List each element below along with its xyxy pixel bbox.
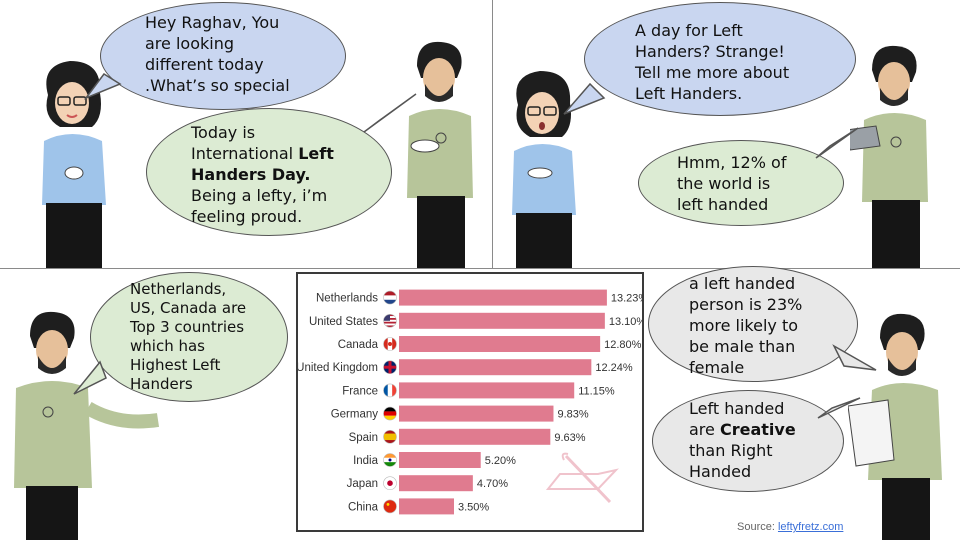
horizontal-divider <box>0 268 960 269</box>
value-label: 12.24% <box>595 362 633 374</box>
speech-bubble-bottom <box>652 390 844 492</box>
speech-bubble-top <box>648 266 858 382</box>
bubble-tail <box>73 360 107 395</box>
bubble-text-man: Today is International Left Handers Day.… <box>191 123 334 226</box>
bubble-tail <box>817 397 861 419</box>
value-label: 9.63% <box>554 432 585 444</box>
category-label: China <box>348 501 379 513</box>
bubble-text-man: Netherlands, US, Canada are Top 3 countr… <box>130 280 247 393</box>
category-label: Spain <box>349 432 378 444</box>
spain-flag-icon <box>383 430 397 444</box>
bubble-text-bottom: Left handed are Creative than Right Hand… <box>689 399 796 481</box>
bar <box>399 336 601 352</box>
speech-bubble-woman <box>584 2 856 116</box>
bubble-tail <box>363 93 417 133</box>
left-handers-by-country-chart: Netherlands 13.23% United States 13.10% Cana… <box>296 272 644 532</box>
speech-bubble-woman <box>100 2 346 110</box>
canada-flag-icon <box>383 337 397 351</box>
man-figure <box>848 313 942 540</box>
value-label: 5.20% <box>485 455 516 467</box>
bar-chart-svg: Netherlands 13.23% United States 13.10% Cana… <box>298 289 642 515</box>
vertical-divider <box>492 0 493 268</box>
value-label: 4.70% <box>477 478 508 490</box>
bar <box>399 359 592 376</box>
category-label: India <box>353 455 379 467</box>
value-label: 13.10% <box>609 316 642 328</box>
bar <box>399 382 575 399</box>
value-label: 13.23% <box>611 293 642 305</box>
bubble-text-top: a left handed person is 23% more likely … <box>689 274 803 377</box>
man-figure <box>850 45 928 268</box>
source-label: Source: <box>737 521 778 533</box>
category-label: United States <box>309 316 378 328</box>
germany-flag-icon <box>383 406 397 421</box>
bubble-text-woman: A day for Left Handers? Strange! Tell me… <box>635 21 790 103</box>
bubble-tail <box>832 344 877 371</box>
value-label: 9.83% <box>557 409 588 421</box>
source-link[interactable]: leftyfretz.com <box>777 521 844 533</box>
bar <box>399 405 554 422</box>
category-label: Canada <box>338 339 379 351</box>
category-label: Netherlands <box>316 293 378 305</box>
india-flag-icon <box>383 453 397 467</box>
value-label: 12.80% <box>604 339 642 351</box>
netherlands-flag-icon <box>383 290 397 305</box>
bar <box>399 475 473 492</box>
france-flag-icon <box>383 383 397 398</box>
category-label: United Kingdom <box>298 362 378 374</box>
bubble-tail <box>815 127 859 159</box>
writing-hand-icon <box>545 452 619 504</box>
usa-flag-icon <box>383 313 397 328</box>
china-flag-icon <box>383 499 397 514</box>
bar <box>399 289 607 306</box>
bar <box>399 498 454 515</box>
speech-bubble-man <box>638 140 844 226</box>
woman-figure <box>512 71 576 268</box>
man-figure <box>14 311 160 540</box>
category-label: France <box>342 385 378 397</box>
source-credit: Source: leftyfretz.com <box>737 521 843 533</box>
bubble-text-man: Hmm, 12% of the world is left handed <box>677 153 787 214</box>
bar <box>399 428 551 445</box>
man-figure <box>407 41 473 268</box>
uk-flag-icon <box>383 360 397 374</box>
bubble-text-woman: Hey Raghav, You are looking different to… <box>145 13 290 95</box>
value-label: 11.15% <box>578 385 615 397</box>
japan-flag-icon <box>383 476 397 490</box>
category-label: Japan <box>347 478 378 490</box>
bar <box>399 452 481 468</box>
bar <box>399 312 605 329</box>
value-label: 3.50% <box>458 501 489 513</box>
speech-bubble-man <box>146 108 392 236</box>
speech-bubble-man <box>90 272 288 402</box>
bubble-tail <box>84 72 122 100</box>
category-label: Germany <box>331 409 379 421</box>
woman-figure <box>42 61 106 268</box>
bubble-tail <box>563 82 606 115</box>
